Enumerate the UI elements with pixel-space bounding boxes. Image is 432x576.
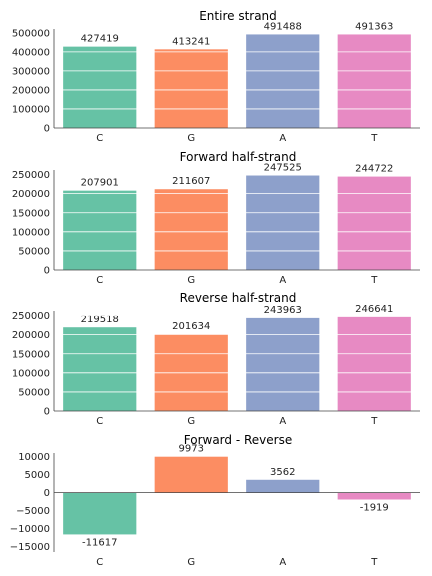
chart-panel-forward-minus-reverse: Forward - Reverse -11617 C 9973 G 3562 A -1919… bbox=[10, 433, 420, 568]
x-tick-label: A bbox=[279, 275, 286, 286]
bar-G bbox=[154, 49, 228, 128]
y-tick-label: 0 bbox=[44, 407, 50, 418]
y-tick-label: 0 bbox=[44, 124, 50, 135]
data-label-T: 491363 bbox=[355, 21, 393, 32]
y-tick-label: 200000 bbox=[12, 85, 50, 96]
data-label-A: 243963 bbox=[264, 305, 302, 316]
chart-panel-reverse-half-strand: Reverse half-strand 219518 C 201634 G 243963… bbox=[12, 291, 420, 427]
chart-title: Forward half-strand bbox=[180, 150, 297, 164]
bar-A bbox=[246, 317, 320, 411]
bar-A bbox=[246, 479, 320, 493]
bar-T bbox=[337, 34, 411, 129]
chart-title: Forward - Reverse bbox=[184, 433, 292, 447]
data-label-T: 246641 bbox=[355, 304, 393, 315]
data-label-C: 219518 bbox=[81, 314, 119, 325]
bar-C bbox=[63, 327, 137, 411]
y-tick-label: 50000 bbox=[18, 387, 50, 398]
bar-G bbox=[154, 456, 228, 493]
bar-G bbox=[154, 189, 228, 270]
data-label-A: 3562 bbox=[270, 467, 295, 478]
y-tick-label: 100000 bbox=[12, 368, 50, 379]
y-tick-label: −5000 bbox=[16, 506, 50, 517]
x-tick-label: A bbox=[279, 557, 286, 568]
x-tick-label: G bbox=[187, 416, 195, 427]
data-label-G: 211607 bbox=[172, 176, 210, 187]
data-label-C: 207901 bbox=[81, 178, 119, 189]
x-tick-label: T bbox=[370, 275, 378, 286]
x-tick-label: A bbox=[279, 133, 286, 144]
x-tick-label: A bbox=[279, 416, 286, 427]
data-label-T: -1919 bbox=[360, 503, 389, 514]
bar-T bbox=[337, 492, 411, 500]
data-label-T: 244722 bbox=[355, 164, 393, 175]
x-tick-label: G bbox=[187, 133, 195, 144]
y-tick-label: −10000 bbox=[10, 524, 50, 535]
data-label-G: 413241 bbox=[172, 36, 210, 47]
bar-T bbox=[337, 176, 411, 270]
data-label-C: 427419 bbox=[81, 34, 119, 45]
x-tick-label: C bbox=[96, 275, 103, 286]
chart-title: Entire strand bbox=[199, 9, 277, 23]
data-label-A: 491488 bbox=[264, 21, 302, 32]
bar-T bbox=[337, 316, 411, 411]
x-tick-label: C bbox=[96, 416, 103, 427]
y-tick-label: 150000 bbox=[12, 208, 50, 219]
y-tick-label: 0 bbox=[44, 266, 50, 277]
y-tick-label: 200000 bbox=[12, 189, 50, 200]
x-tick-label: G bbox=[187, 275, 195, 286]
y-tick-label: −15000 bbox=[10, 542, 50, 553]
x-tick-label: C bbox=[96, 133, 103, 144]
x-tick-label: T bbox=[370, 133, 378, 144]
chart-panel-entire-strand: Entire strand 427419 C 413241 G 491488 A 49136… bbox=[12, 9, 420, 144]
bar-A bbox=[246, 34, 320, 128]
chart-panel-forward-half-strand: Forward half-strand 207901 C 211607 G 247525… bbox=[12, 150, 420, 286]
y-tick-label: 500000 bbox=[12, 28, 50, 39]
y-tick-label: 50000 bbox=[18, 246, 50, 257]
y-tick-label: 200000 bbox=[12, 330, 50, 341]
data-label-A: 247525 bbox=[264, 163, 302, 174]
data-label-G: 9973 bbox=[179, 444, 204, 455]
y-tick-label: 150000 bbox=[12, 349, 50, 360]
y-tick-label: 100000 bbox=[12, 227, 50, 238]
x-tick-label: C bbox=[96, 557, 103, 568]
data-label-G: 201634 bbox=[172, 321, 210, 332]
y-tick-label: 250000 bbox=[12, 311, 50, 322]
y-tick-label: 10000 bbox=[18, 452, 50, 463]
x-tick-label: T bbox=[370, 557, 378, 568]
y-tick-label: 100000 bbox=[12, 104, 50, 115]
bar-A bbox=[246, 175, 320, 270]
y-tick-label: 0 bbox=[44, 488, 50, 499]
y-tick-label: 5000 bbox=[25, 470, 50, 481]
y-tick-label: 250000 bbox=[12, 170, 50, 181]
y-tick-label: 400000 bbox=[12, 47, 50, 58]
bar-C bbox=[63, 190, 137, 270]
x-tick-label: G bbox=[187, 557, 195, 568]
data-label-C: -11617 bbox=[82, 537, 117, 548]
chart-title: Reverse half-strand bbox=[180, 291, 297, 305]
y-tick-label: 300000 bbox=[12, 66, 50, 77]
bar-C bbox=[63, 492, 137, 535]
x-tick-label: T bbox=[370, 416, 378, 427]
bar-C bbox=[63, 46, 137, 128]
